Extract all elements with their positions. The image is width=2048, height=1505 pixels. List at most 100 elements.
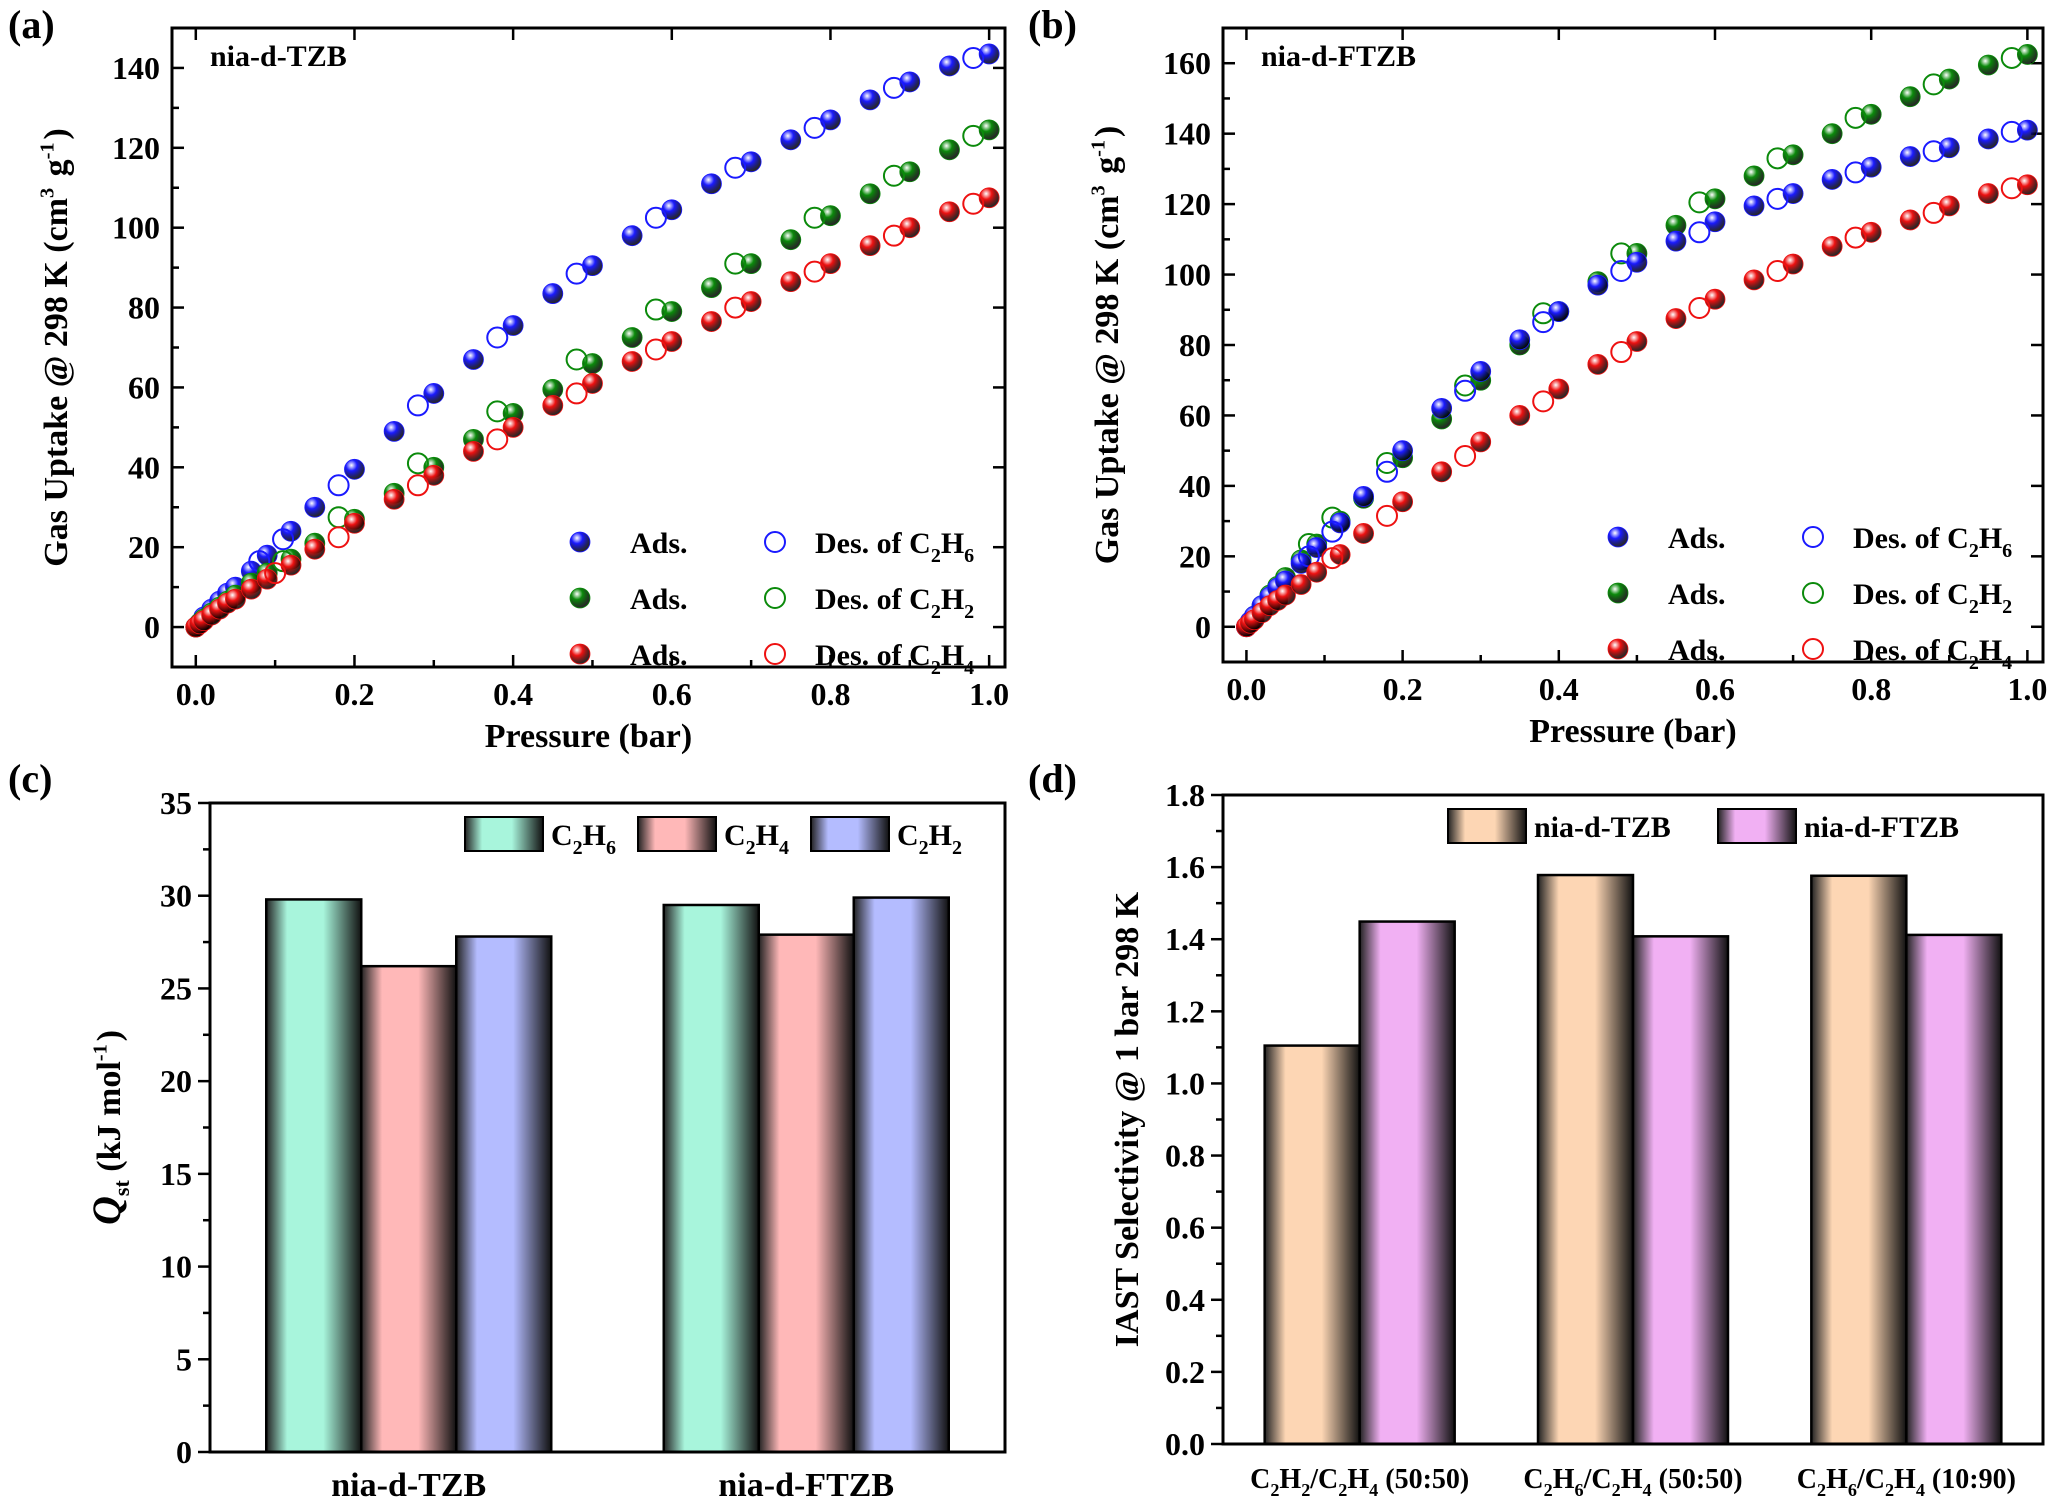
y-tick-label: 0.4 bbox=[1165, 1282, 1205, 1318]
C2H4-adsorption-point bbox=[344, 512, 365, 534]
y-tick-label: 30 bbox=[160, 878, 192, 914]
panel-label: (d) bbox=[1028, 756, 1077, 801]
C2H4-desorption-point bbox=[803, 260, 826, 283]
y-tick-label: 1.8 bbox=[1165, 777, 1205, 813]
C2H6-desorption-point bbox=[644, 206, 667, 229]
C2H2-adsorption-point bbox=[939, 139, 960, 161]
category-label: C2H6/C2H4 (50:50) bbox=[1523, 1464, 1742, 1500]
legend-des-marker bbox=[1802, 638, 1824, 660]
C2H4-adsorption-point bbox=[304, 538, 326, 560]
C2H6-adsorption-point bbox=[1548, 301, 1570, 322]
C2H2-adsorption-point bbox=[701, 277, 722, 298]
x-tick-label: 0.8 bbox=[1851, 671, 1891, 707]
C2H4-adsorption-point bbox=[1431, 461, 1453, 483]
y-tick-label: 100 bbox=[1163, 257, 1211, 293]
C2H4-desorption-point bbox=[406, 474, 429, 497]
C2H2-desorption-point bbox=[962, 124, 985, 147]
panel-a-isotherm-chart: 0.0 0.2 0.4 0.6 0.8 1.0 0 20 40 60 80 100 120 140 Pres… bbox=[36, 26, 1009, 755]
legend-des-label: Des. of C2H2 bbox=[815, 583, 974, 623]
C2H4-adsorption-point bbox=[1938, 195, 1960, 217]
C2H4-adsorption-point bbox=[1509, 405, 1531, 426]
C2H6-desorption-point bbox=[1844, 161, 1867, 184]
C2H6-adsorption-point bbox=[1704, 211, 1726, 233]
C2H4-adsorption-point bbox=[502, 416, 524, 438]
C2H6-desorption-point bbox=[406, 394, 429, 417]
legend-des-marker bbox=[1802, 582, 1824, 604]
C2H6-desorption-point bbox=[724, 156, 747, 179]
C2H6-adsorption-point bbox=[859, 89, 881, 111]
C2H4-desorption-point bbox=[882, 224, 905, 247]
legend-des-marker bbox=[764, 531, 786, 553]
C2H2-desorption-point bbox=[565, 348, 588, 371]
C2H4-desorption-point bbox=[327, 526, 350, 549]
C2H2-desorption-point bbox=[1376, 451, 1398, 474]
C2H4-adsorption-point bbox=[280, 554, 302, 576]
y-tick-label: 1.6 bbox=[1165, 849, 1205, 885]
panel-label: (c) bbox=[8, 756, 52, 801]
C2H2-desorption-point bbox=[1688, 191, 1711, 214]
C2H2-desorption-point bbox=[1922, 73, 1945, 96]
C2H2-desorption-point bbox=[882, 164, 905, 187]
category-label: C2H6/C2H4 (10:90) bbox=[1797, 1464, 2016, 1500]
chart-title: nia-d-FTZB bbox=[1261, 40, 1416, 73]
C2H6-adsorption-point bbox=[1626, 251, 1648, 273]
C2H6-desorption-point bbox=[1321, 520, 1344, 543]
C2H6-adsorption-point bbox=[780, 129, 802, 151]
y-tick-label: 10 bbox=[160, 1249, 192, 1285]
C2H4-adsorption-point bbox=[1353, 523, 1374, 544]
C2H6-desorption-point bbox=[565, 262, 588, 285]
C2H4-adsorption-point bbox=[463, 440, 484, 462]
legend-ads-label: Ads. bbox=[1668, 522, 1726, 555]
C2H4-adsorption-point bbox=[1626, 331, 1648, 352]
C2H6-adsorption-point bbox=[542, 283, 564, 304]
category-label: nia-d-TZB bbox=[331, 1467, 486, 1504]
C2H6-desorption-point bbox=[2000, 120, 2023, 143]
C2H4-adsorption-point bbox=[383, 488, 405, 510]
C2H6-adsorption-point bbox=[939, 55, 960, 77]
C2H6-adsorption-point bbox=[1470, 361, 1492, 382]
C2H6-adsorption-point bbox=[1509, 329, 1531, 351]
C2H2-adsorption-point bbox=[1899, 86, 1921, 108]
C2H6-desorption-point bbox=[882, 76, 905, 99]
C2H4-adsorption-point bbox=[542, 395, 564, 416]
C2H4-adsorption-point bbox=[661, 331, 683, 352]
C2H6-adsorption-point bbox=[463, 349, 484, 370]
legend-des-marker bbox=[1802, 526, 1824, 548]
y-tick-label: 0.2 bbox=[1165, 1354, 1205, 1390]
y-tick-label: 80 bbox=[1179, 327, 1211, 363]
bar-C2H4 bbox=[360, 964, 458, 1454]
C2H2-adsorption-point bbox=[859, 183, 881, 205]
C2H2-desorption-point bbox=[1766, 147, 1789, 170]
C2H6-adsorption-point bbox=[1977, 128, 1999, 150]
bar-nia-d-FTZB bbox=[1631, 935, 1730, 1446]
C2H4-adsorption-point bbox=[423, 464, 445, 486]
C2H2-adsorption-point bbox=[1743, 165, 1765, 187]
legend-swatch bbox=[810, 816, 890, 852]
C2H6-desorption-point bbox=[1922, 140, 1945, 163]
bar-nia-d-FTZB bbox=[1358, 920, 1456, 1446]
legend-label: nia-d-TZB bbox=[1534, 811, 1671, 844]
C2H6-adsorption-point bbox=[1431, 397, 1453, 419]
C2H6-adsorption-point bbox=[1353, 486, 1374, 507]
C2H6-desorption-point bbox=[1766, 187, 1789, 210]
C2H6-desorption-point bbox=[803, 116, 826, 139]
C2H6-adsorption-point bbox=[582, 255, 603, 277]
C2H2-adsorption-point bbox=[661, 301, 683, 322]
C2H6-adsorption-point bbox=[1329, 512, 1351, 534]
legend-des-marker bbox=[764, 643, 786, 665]
C2H6-adsorption-point bbox=[820, 109, 841, 131]
y-tick-label: 120 bbox=[1163, 186, 1211, 222]
x-tick-label: 0.2 bbox=[1383, 671, 1423, 707]
y-tick-label: 0.0 bbox=[1165, 1426, 1205, 1462]
legend-ads-marker bbox=[569, 643, 591, 665]
C2H4-desorption-point bbox=[644, 338, 667, 361]
x-tick-label: 0.2 bbox=[334, 676, 374, 712]
legend-ads-label: Ads. bbox=[630, 583, 688, 616]
y-tick-label: 20 bbox=[1179, 538, 1211, 574]
y-tick-label: 40 bbox=[128, 449, 160, 485]
x-tick-label: 0.6 bbox=[652, 676, 692, 712]
bar-C2H6 bbox=[662, 903, 760, 1454]
x-tick-label: 0.6 bbox=[1695, 671, 1735, 707]
legend-ads-label: Ads. bbox=[1668, 578, 1726, 611]
C2H6-adsorption-point bbox=[2016, 119, 2038, 141]
